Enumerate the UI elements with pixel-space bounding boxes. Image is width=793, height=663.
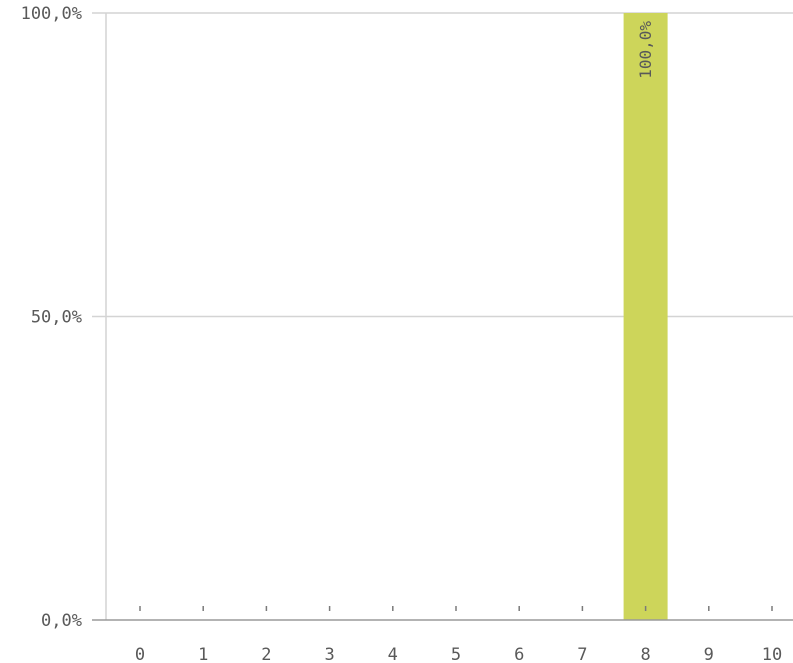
x-tick-label: 8 <box>640 645 650 663</box>
x-tick-label: 2 <box>261 645 271 663</box>
x-tick-label: 5 <box>451 645 461 663</box>
y-tick-label: 50,0% <box>31 308 82 328</box>
data-label-8: 100,0% <box>636 21 655 79</box>
y-tick-label: 100,0% <box>21 4 82 24</box>
bars <box>623 13 668 620</box>
labels: 0,0% 50,0% 100,0% 0 1 2 3 4 5 6 7 8 9 10 100,0% <box>21 4 783 663</box>
gridlines <box>92 12 793 318</box>
x-tick-label: 3 <box>324 645 334 663</box>
y-tick-label: 0,0% <box>41 611 82 631</box>
x-tick-label: 1 <box>198 645 208 663</box>
x-tick-label: 6 <box>514 645 524 663</box>
x-tick-label: 4 <box>388 645 398 663</box>
axes <box>92 13 793 621</box>
x-tick-label: 0 <box>135 645 145 663</box>
x-tick-label: 7 <box>577 645 587 663</box>
x-tick-label: 10 <box>762 645 782 663</box>
x-tick-label: 9 <box>704 645 714 663</box>
bar-8 <box>623 13 668 620</box>
